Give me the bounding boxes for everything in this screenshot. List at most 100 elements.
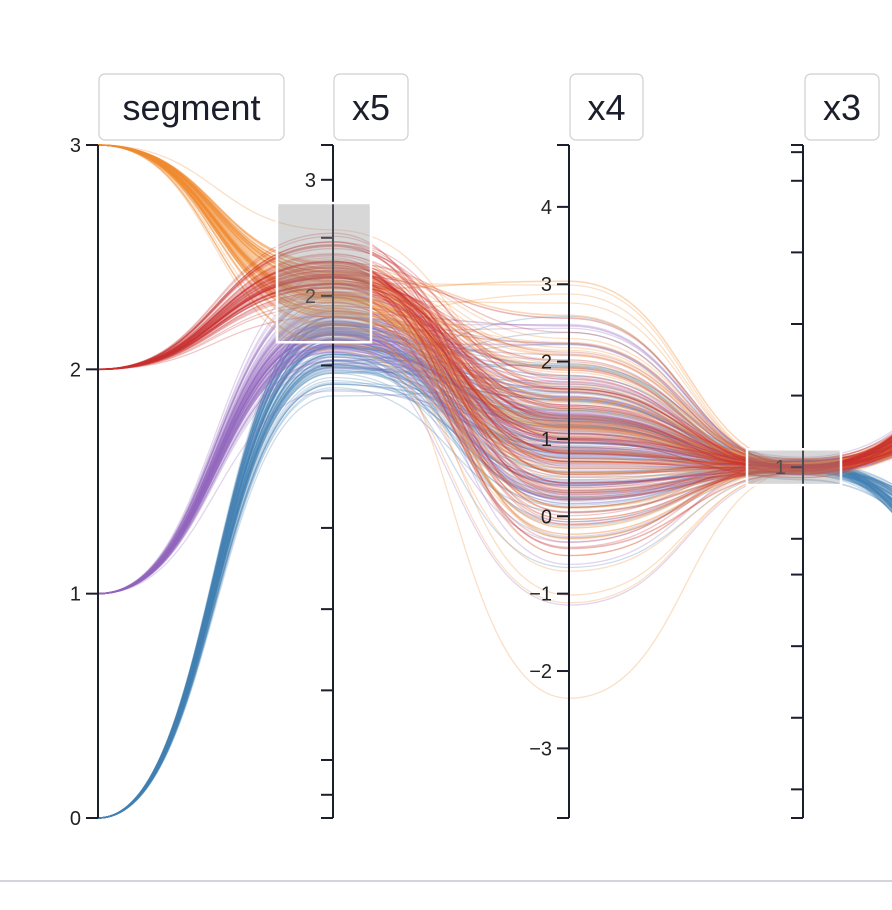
series-line bbox=[97, 144, 892, 501]
series-line bbox=[97, 144, 892, 469]
axis-title-box[interactable] bbox=[804, 73, 880, 141]
series-line bbox=[97, 333, 892, 595]
series-line bbox=[97, 324, 892, 595]
series-line bbox=[97, 144, 892, 474]
series-line bbox=[97, 277, 892, 467]
series-line bbox=[97, 144, 892, 466]
series-line bbox=[97, 144, 892, 468]
series-line bbox=[97, 144, 892, 604]
series-line bbox=[97, 365, 892, 819]
series-line bbox=[97, 323, 892, 595]
series-line bbox=[97, 359, 892, 819]
series-line bbox=[97, 241, 892, 470]
series-line bbox=[97, 346, 892, 819]
series-line bbox=[97, 376, 892, 819]
axis-x3[interactable]: 1 x3 bbox=[745, 73, 880, 819]
series-line bbox=[97, 314, 892, 595]
series-line bbox=[97, 322, 892, 595]
series-line bbox=[97, 345, 892, 595]
series-line bbox=[97, 144, 892, 467]
series-line bbox=[97, 144, 892, 470]
series-line bbox=[97, 287, 892, 469]
series-line bbox=[97, 253, 892, 467]
series-line bbox=[97, 339, 892, 595]
series-line bbox=[97, 315, 892, 819]
series-line bbox=[97, 144, 892, 539]
series-line bbox=[97, 144, 892, 508]
series-line bbox=[97, 144, 892, 472]
series-line bbox=[97, 381, 892, 819]
series-line bbox=[97, 310, 892, 595]
series-line bbox=[97, 359, 892, 819]
series-line bbox=[97, 144, 892, 474]
axis-x5[interactable]: 2 3 x5 bbox=[275, 73, 409, 819]
series-line bbox=[97, 339, 892, 819]
axis-title-segment[interactable]: segment bbox=[98, 73, 285, 141]
series-line bbox=[97, 331, 892, 819]
series-line bbox=[97, 338, 892, 819]
series-line bbox=[97, 276, 892, 468]
series-line bbox=[97, 324, 892, 819]
series-line bbox=[97, 316, 892, 819]
series-line bbox=[97, 144, 892, 529]
series-line bbox=[97, 345, 892, 819]
series-line bbox=[97, 332, 892, 819]
series-line bbox=[97, 336, 892, 595]
series-line bbox=[97, 320, 892, 595]
axis-title-box[interactable] bbox=[333, 73, 409, 141]
series-line bbox=[97, 349, 892, 595]
axis-segment[interactable]: 0 1 2 3 segment bbox=[70, 73, 285, 830]
series-line bbox=[97, 348, 892, 819]
series-line bbox=[97, 338, 892, 595]
series-line bbox=[97, 144, 892, 596]
series-line bbox=[97, 324, 892, 819]
series-line bbox=[97, 363, 892, 595]
series-line bbox=[97, 367, 892, 819]
series-line bbox=[97, 144, 892, 465]
series-line bbox=[97, 334, 892, 595]
series-line bbox=[97, 270, 892, 470]
tick-label: 0 bbox=[70, 808, 81, 830]
axis-title-x4[interactable]: x4 bbox=[569, 73, 644, 141]
series-line bbox=[97, 273, 892, 526]
tick-label: 3 bbox=[305, 170, 316, 192]
series-line bbox=[97, 333, 892, 819]
axis-x4[interactable]: −3 −2 −1 0 1 2 3 4 x4 bbox=[529, 73, 644, 819]
series-line bbox=[97, 353, 892, 819]
series-line bbox=[97, 315, 892, 819]
brush-selection-x3[interactable] bbox=[745, 448, 843, 487]
series-line bbox=[97, 329, 892, 595]
series-line bbox=[97, 323, 892, 819]
series-line bbox=[97, 333, 892, 595]
series-line bbox=[97, 328, 892, 595]
series-line bbox=[97, 316, 892, 595]
series-line bbox=[97, 264, 892, 521]
brush-selection-x5[interactable] bbox=[275, 201, 373, 344]
series-line bbox=[97, 144, 892, 526]
series-line bbox=[97, 347, 892, 819]
series-line bbox=[97, 351, 892, 606]
series-line bbox=[97, 356, 892, 819]
series-line bbox=[97, 144, 892, 473]
series-line bbox=[97, 366, 892, 819]
series-line bbox=[97, 366, 892, 819]
series-line bbox=[97, 144, 892, 470]
series-line bbox=[97, 144, 892, 474]
axis-title-x5[interactable]: x5 bbox=[333, 73, 409, 141]
axis-title-x3[interactable]: x3 bbox=[804, 73, 880, 141]
axis-title-box[interactable] bbox=[569, 73, 644, 141]
series-line bbox=[97, 321, 892, 595]
series-line bbox=[97, 144, 892, 465]
tick-label: 1 bbox=[70, 584, 81, 606]
series-line bbox=[97, 317, 892, 819]
series-line bbox=[97, 144, 892, 509]
tick-label: −1 bbox=[529, 584, 552, 606]
series-line bbox=[97, 341, 892, 819]
series-line bbox=[97, 322, 892, 595]
series-line bbox=[97, 144, 892, 699]
axis-title-box[interactable] bbox=[98, 73, 285, 141]
series-line bbox=[97, 269, 892, 461]
series-line bbox=[97, 344, 892, 595]
series-line bbox=[97, 275, 892, 523]
series-line bbox=[97, 334, 892, 595]
